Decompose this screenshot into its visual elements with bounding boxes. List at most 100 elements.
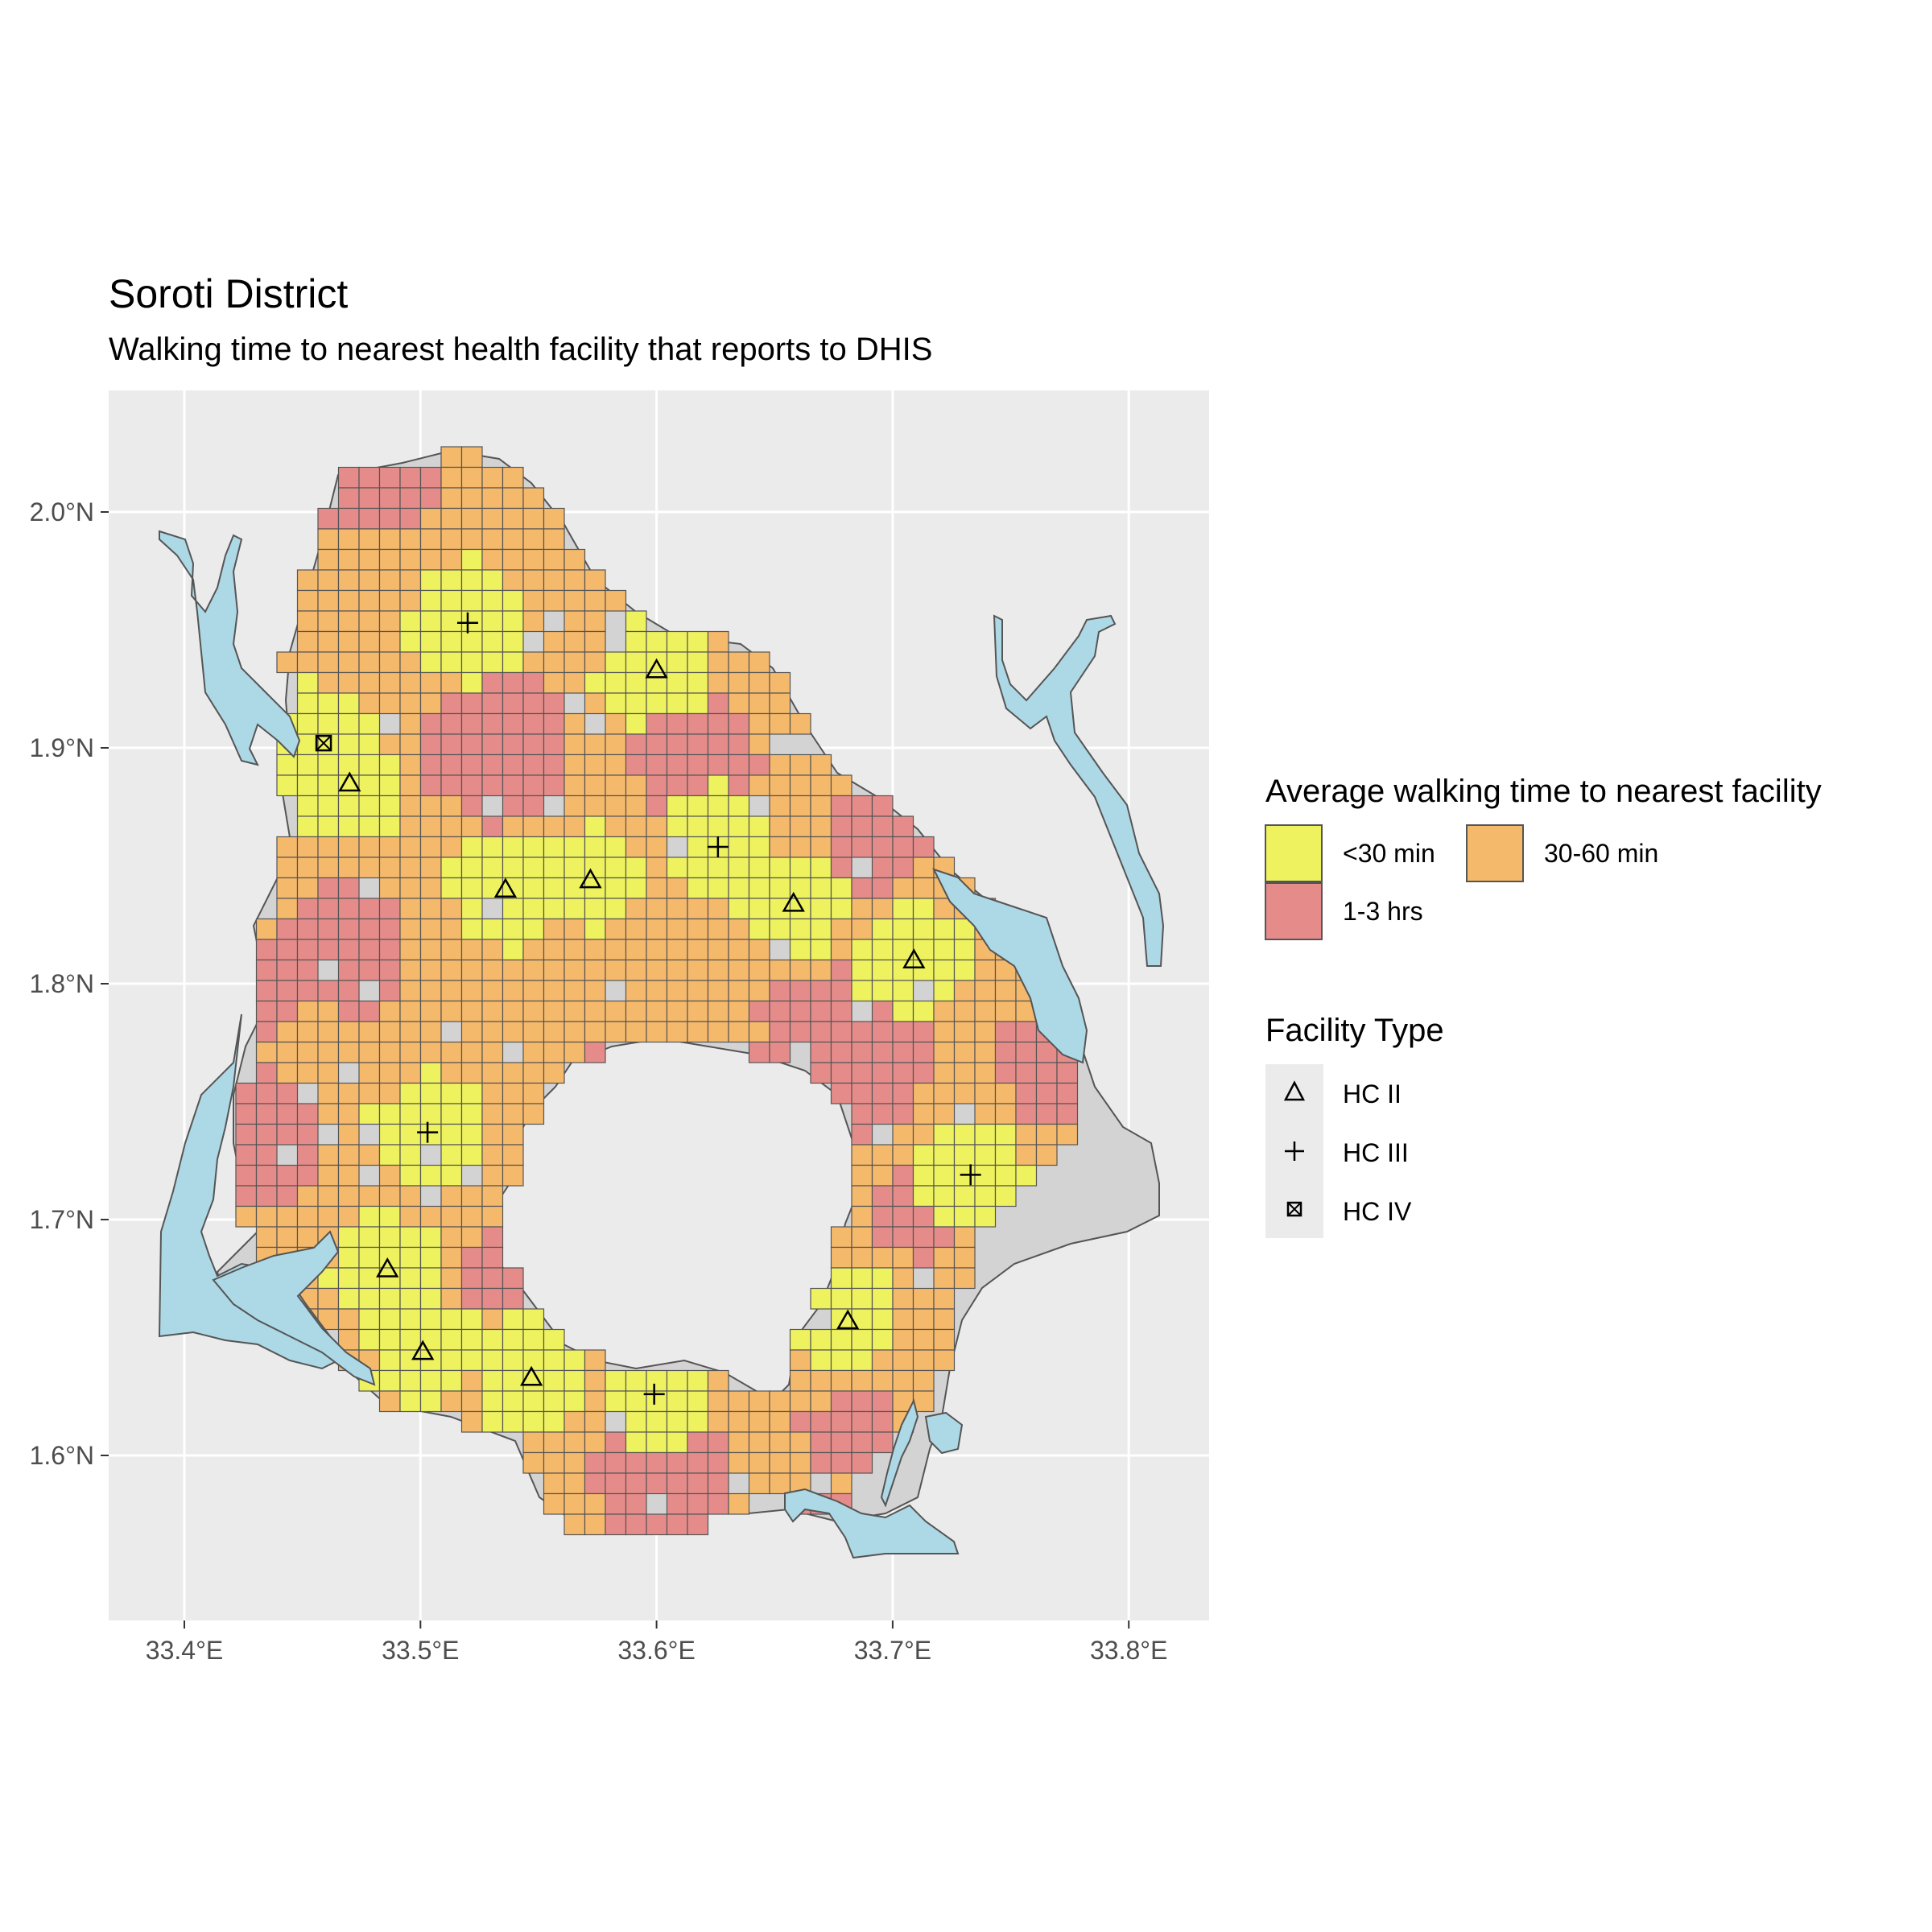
grid-cell xyxy=(625,1451,647,1474)
grid-cell xyxy=(440,795,463,817)
hc2-marker[interactable] xyxy=(782,891,805,912)
grid-cell xyxy=(769,918,791,940)
grid-cell xyxy=(358,466,381,489)
hc3-marker[interactable] xyxy=(960,1164,981,1186)
grid-cell xyxy=(255,918,278,940)
grid-cell xyxy=(605,589,627,612)
grid-cell xyxy=(687,733,709,756)
grid-cell xyxy=(317,939,340,961)
grid-cell xyxy=(769,1390,791,1413)
grid-cell xyxy=(851,1041,873,1063)
grid-cell xyxy=(666,815,688,838)
grid-cell xyxy=(481,548,504,571)
grid-cell xyxy=(358,1226,381,1249)
grid-cell xyxy=(378,487,401,510)
grid-cell xyxy=(584,815,606,838)
grid-cell xyxy=(789,753,811,776)
hc2-marker[interactable] xyxy=(338,771,361,792)
grid-cell xyxy=(378,466,401,489)
grid-cell xyxy=(317,610,340,633)
grid-cell xyxy=(953,1123,976,1146)
grid-cell xyxy=(481,671,504,694)
grid-cell xyxy=(399,1328,422,1351)
grid-cell xyxy=(460,1103,483,1125)
grid-cell xyxy=(378,610,401,633)
grid-cell xyxy=(851,1123,873,1146)
grid-cell xyxy=(502,1390,524,1413)
grid-cell xyxy=(481,753,504,776)
grid-cell xyxy=(892,1328,914,1351)
hc2-marker[interactable] xyxy=(376,1257,399,1278)
grid-cell xyxy=(440,1226,463,1249)
grid-cell xyxy=(707,1390,729,1413)
grid-cell xyxy=(892,1246,914,1269)
grid-cell xyxy=(974,1123,997,1146)
hc2-marker[interactable] xyxy=(902,948,926,968)
grid-cell xyxy=(810,857,832,879)
grid-cell xyxy=(892,1082,914,1104)
grid-cell xyxy=(687,815,709,838)
grid-cell xyxy=(255,1041,278,1063)
grid-cell xyxy=(871,1246,894,1269)
grid-cell xyxy=(789,1349,811,1372)
hc3-marker[interactable] xyxy=(456,612,478,634)
hc2-marker[interactable] xyxy=(645,658,668,679)
hc3-marker[interactable] xyxy=(643,1383,665,1405)
grid-cell xyxy=(358,1185,381,1208)
grid-cell xyxy=(892,1103,914,1125)
grid-cell xyxy=(933,1349,956,1372)
grid-cell xyxy=(481,1144,504,1166)
grid-cell xyxy=(337,1185,360,1208)
grid-cell xyxy=(317,1000,340,1022)
grid-cell xyxy=(687,1472,709,1495)
grid-cell xyxy=(440,569,463,592)
grid-cell xyxy=(460,733,483,756)
grid-cell xyxy=(748,1000,770,1022)
grid-cell xyxy=(564,610,586,633)
grid-cell xyxy=(646,815,668,838)
grid-cell xyxy=(912,898,935,920)
grid-cell xyxy=(646,939,668,961)
grid-cell xyxy=(871,795,894,817)
hc3-marker[interactable] xyxy=(417,1121,439,1143)
grid-cell xyxy=(666,795,688,817)
grid-cell xyxy=(728,959,750,981)
grid-cell xyxy=(276,1226,299,1249)
grid-cell xyxy=(481,466,504,489)
grid-cell xyxy=(296,877,319,899)
hc2-marker[interactable] xyxy=(579,868,602,889)
grid-cell xyxy=(933,1205,956,1228)
grid-cell xyxy=(460,1349,483,1372)
grid-cell xyxy=(337,1000,360,1022)
grid-cell xyxy=(419,589,442,612)
grid-cell xyxy=(748,692,770,715)
grid-cell xyxy=(871,1185,894,1208)
grid-cell xyxy=(399,1246,422,1269)
grid-cell xyxy=(605,815,627,838)
hc2-marker[interactable] xyxy=(836,1309,860,1330)
grid-cell xyxy=(317,548,340,571)
grid-cell xyxy=(687,692,709,715)
grid-cell xyxy=(584,1349,606,1372)
grid-cell xyxy=(337,1082,360,1104)
hc2-marker[interactable] xyxy=(493,877,518,898)
grid-cell xyxy=(522,1103,545,1125)
grid-cell xyxy=(625,815,647,838)
grid-cell xyxy=(871,1205,894,1228)
grid-cell xyxy=(399,1082,422,1104)
grid-cell xyxy=(994,1123,1017,1146)
grid-cell xyxy=(296,939,319,961)
grid-cell xyxy=(481,857,504,879)
grid-cell xyxy=(851,959,873,981)
grid-cell xyxy=(789,959,811,981)
grid-cell xyxy=(317,857,340,879)
hc2-marker[interactable] xyxy=(519,1365,543,1386)
grid-cell xyxy=(419,980,442,1002)
grid-cell xyxy=(871,1349,894,1372)
grid-cell xyxy=(707,1369,729,1392)
grid-cell xyxy=(1035,1062,1058,1084)
hc4-marker[interactable] xyxy=(315,734,332,752)
grid-cell xyxy=(235,1205,258,1228)
hc2-marker[interactable] xyxy=(411,1340,435,1360)
hc3-marker[interactable] xyxy=(707,836,729,858)
